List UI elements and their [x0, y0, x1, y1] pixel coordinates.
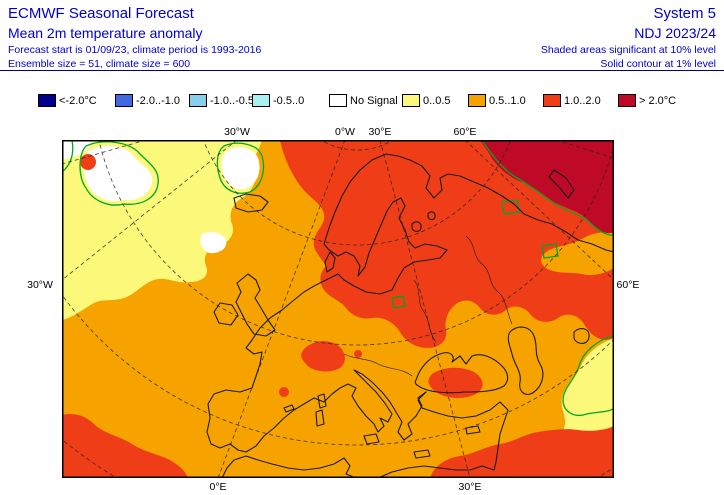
forecast-start-info: Forecast start is 01/09/23, climate peri… [8, 44, 262, 56]
map-longitude-label-bottom: 30°E [458, 481, 482, 493]
ensemble-size-info: Ensemble size = 51, climate size = 600 [8, 58, 191, 70]
legend-item: 0.5..1.0 [468, 94, 526, 107]
header-divider [0, 70, 724, 71]
legend-label: 0..0.5 [423, 94, 451, 107]
legend-item: -2.0..-1.0 [115, 94, 180, 107]
legend-swatch [618, 94, 636, 107]
legend-label: > 2.0°C [639, 94, 677, 107]
anomaly-region-orange-gap [541, 232, 614, 276]
legend-swatch [402, 94, 420, 107]
rivers [343, 235, 513, 377]
legend-label: -0.5..0 [273, 94, 305, 107]
map-area: 30°W 0°W 30°E 60°E 30°W 60°E 0°E 30°E [27, 126, 639, 493]
legend-swatch [189, 94, 207, 107]
system-label: System 5 [653, 5, 716, 22]
forecast-map [62, 140, 614, 478]
significance-contour-note: Solid contour at 1% level [600, 58, 716, 70]
legend-label: 1.0..2.0 [564, 94, 601, 107]
legend-item: -0.5..0 [252, 94, 304, 107]
map-longitude-label-left: 30°W [27, 279, 53, 291]
page-title: ECMWF Seasonal Forecast [8, 5, 194, 22]
map-frame [62, 140, 614, 478]
legend-label: -1.0..-0.5 [210, 94, 255, 107]
graticule [62, 140, 614, 478]
legend-item: 0..0.5 [402, 94, 451, 107]
significance-shading-note: Shaded areas significant at 10% level [540, 44, 716, 56]
map-longitude-label-top: 0°W [335, 126, 355, 138]
header-left: ECMWF Seasonal Forecast Mean 2m temperat… [8, 0, 261, 71]
legend-label: No Signal [350, 94, 398, 107]
map-longitude-label-top: 60°E [453, 126, 477, 138]
legend-item: <-2.0°C [38, 94, 97, 107]
legend-swatch [38, 94, 56, 107]
legend-swatch [543, 94, 561, 107]
anomaly-region-darkred [480, 140, 614, 234]
legend-item: > 2.0°C [618, 94, 676, 107]
season-label: NDJ 2023/24 [634, 25, 716, 41]
map-longitude-label-right: 60°E [616, 279, 640, 291]
legend-item: No Signal [329, 94, 398, 107]
legend-swatch [468, 94, 486, 107]
legend-label: -2.0..-1.0 [136, 94, 181, 107]
legend-item: -1.0..-0.5 [189, 94, 254, 107]
anomaly-region-red [62, 140, 614, 478]
map-longitude-label-top: 30°W [224, 126, 250, 138]
header-right: System 5 NDJ 2023/24 Shaded areas signif… [541, 0, 716, 71]
legend-label: <-2.0°C [59, 94, 97, 107]
legend-label: 0.5..1.0 [489, 94, 526, 107]
coastlines [206, 153, 614, 478]
legend-swatch [329, 94, 347, 107]
legend-item: 1.0..2.0 [543, 94, 601, 107]
chart-subtitle: Mean 2m temperature anomaly [8, 25, 203, 41]
map-longitude-label-top: 30°E [368, 126, 392, 138]
anomaly-region-nosignal [62, 140, 260, 254]
legend-swatch [252, 94, 270, 107]
map-longitude-label-bottom: 0°E [209, 481, 227, 493]
legend-swatch [115, 94, 133, 107]
color-legend: <-2.0°C -2.0..-1.0 -1.0..-0.5 -0.5..0 No… [0, 94, 724, 110]
significance-contours [62, 140, 614, 417]
